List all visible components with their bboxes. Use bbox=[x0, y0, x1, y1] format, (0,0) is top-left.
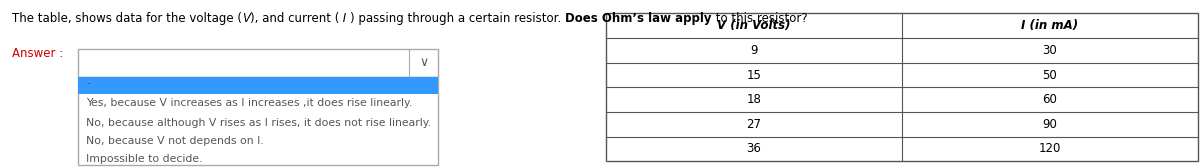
Text: ∨: ∨ bbox=[419, 56, 428, 70]
Text: 36: 36 bbox=[746, 142, 761, 155]
Text: 30: 30 bbox=[1043, 44, 1057, 57]
Bar bbox=[78, 77, 438, 165]
Bar bbox=[78, 77, 438, 94]
Text: V (in Volts): V (in Volts) bbox=[718, 19, 791, 32]
Text: 18: 18 bbox=[746, 93, 761, 106]
Text: No, because V not depends on I.: No, because V not depends on I. bbox=[86, 136, 264, 146]
Text: to this resistor?: to this resistor? bbox=[712, 12, 808, 25]
Text: V: V bbox=[242, 12, 250, 25]
Text: Does Ohm’s law apply: Does Ohm’s law apply bbox=[565, 12, 712, 25]
Text: -: - bbox=[86, 78, 90, 88]
Text: Yes, because V increases as I increases ,it does rise linearly.: Yes, because V increases as I increases … bbox=[86, 97, 413, 108]
Text: The table, shows data for the voltage (: The table, shows data for the voltage ( bbox=[12, 12, 242, 25]
Text: 60: 60 bbox=[1043, 93, 1057, 106]
Text: I: I bbox=[340, 12, 350, 25]
Text: 90: 90 bbox=[1043, 118, 1057, 131]
Text: 50: 50 bbox=[1043, 69, 1057, 81]
Text: 9: 9 bbox=[750, 44, 757, 57]
Text: 27: 27 bbox=[746, 118, 762, 131]
Text: I (in mA): I (in mA) bbox=[1021, 19, 1079, 32]
Text: ), and current (: ), and current ( bbox=[250, 12, 340, 25]
Text: 15: 15 bbox=[746, 69, 761, 81]
Text: Impossible to decide.: Impossible to decide. bbox=[86, 154, 203, 164]
Text: No, because although V rises as I rises, it does not rise linearly.: No, because although V rises as I rises,… bbox=[86, 118, 432, 128]
Bar bbox=[606, 13, 1198, 161]
Bar bbox=[78, 49, 438, 77]
Text: Answer :: Answer : bbox=[12, 47, 64, 60]
Text: 120: 120 bbox=[1038, 142, 1061, 155]
Text: ) passing through a certain resistor.: ) passing through a certain resistor. bbox=[350, 12, 565, 25]
